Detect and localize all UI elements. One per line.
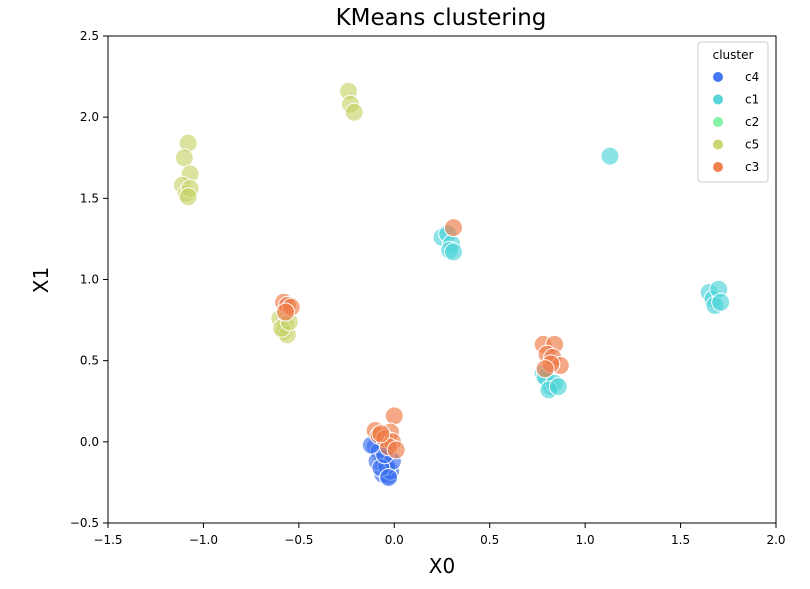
x-tick-label: 1.0 xyxy=(576,533,595,547)
x-tick-label: −0.5 xyxy=(284,533,313,547)
y-tick-label: 0.0 xyxy=(80,435,99,449)
y-axis-label: X1 xyxy=(29,267,53,293)
y-tick-label: 1.0 xyxy=(80,273,99,287)
point-c1-5 xyxy=(600,146,620,166)
legend-label-c4: c4 xyxy=(745,70,759,84)
legend: cluster c4 c1 c2 c5 c3 xyxy=(697,41,769,183)
y-tick-label: 2.5 xyxy=(80,29,99,43)
point-c1-17 xyxy=(548,377,568,397)
axis-ticks: −1.5 −1.0 −0.5 0.0 0.5 1.0 1.5 2.0 −0.5 0.0 0.5 1.0… xyxy=(70,29,786,547)
x-tick-label: 2.0 xyxy=(766,533,785,547)
point-c1-10 xyxy=(711,292,731,312)
x-tick-label: 1.5 xyxy=(671,533,690,547)
point-c1-4 xyxy=(444,242,463,262)
point-c3-0 xyxy=(444,218,463,238)
y-tick-label: −0.5 xyxy=(70,516,99,530)
legend-marker-c1 xyxy=(713,94,723,105)
point-c5-6 xyxy=(178,187,198,207)
legend-label-c1: c1 xyxy=(745,93,759,107)
point-c3-20 xyxy=(371,424,391,444)
legend-title: cluster xyxy=(713,48,754,62)
plot-area xyxy=(172,81,731,487)
point-c5-9 xyxy=(344,102,364,122)
legend-marker-c5 xyxy=(713,139,723,150)
legend-label-c3: c3 xyxy=(745,160,759,174)
point-c3-4 xyxy=(276,302,295,322)
x-tick-label: −1.0 xyxy=(189,533,218,547)
legend-marker-c2 xyxy=(713,117,723,127)
x-tick-label: 0.0 xyxy=(385,533,404,547)
legend-label-c2: c2 xyxy=(745,115,759,129)
x-axis-label: X0 xyxy=(429,554,455,578)
legend-marker-c4 xyxy=(713,72,723,82)
point-c4-13 xyxy=(379,468,399,487)
x-tick-label: −1.5 xyxy=(93,533,122,547)
legend-label-c5: c5 xyxy=(745,138,759,152)
point-c3-11 xyxy=(535,359,555,379)
point-c5-1 xyxy=(174,148,194,168)
y-tick-label: 1.5 xyxy=(80,191,99,205)
point-c3-19 xyxy=(386,440,406,460)
point-c3-12 xyxy=(384,406,404,426)
chart-title: KMeans clustering xyxy=(336,5,547,31)
legend-marker-c3 xyxy=(713,162,723,172)
y-tick-label: 2.0 xyxy=(80,110,99,124)
axes-frame xyxy=(107,35,777,524)
x-tick-label: 0.5 xyxy=(480,533,499,547)
y-tick-label: 0.5 xyxy=(80,354,99,368)
